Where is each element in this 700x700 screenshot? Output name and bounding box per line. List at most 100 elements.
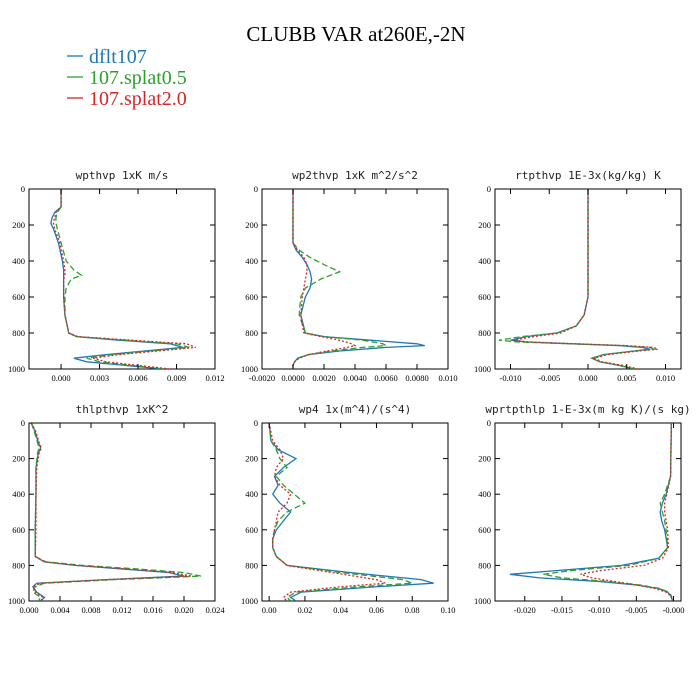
x-tick-label: -0.005	[538, 373, 560, 383]
series-line-107.splat2.0	[268, 423, 386, 601]
x-tick-label: 0.0000	[281, 373, 304, 383]
x-tick-label: -0.005	[625, 605, 647, 615]
series-line-107.splat0.5	[55, 189, 190, 369]
panel-5: wp4 1x(m^4)/(s^4) 0.00 0.02 0.04 0.06 0.08 0.1…	[241, 403, 455, 615]
x-tick-label: 0.020	[174, 605, 193, 615]
figure-title: CLUBB VAR at260E,-2N	[246, 22, 465, 46]
series-line-107.splat2.0	[292, 189, 357, 369]
plot-frame	[261, 422, 449, 602]
legend-label-splat0.5: 107.splat0.5	[89, 67, 187, 89]
panel-title: wp2thvp 1xK m^2/s^2	[292, 169, 418, 182]
x-tick-label: -0.015	[551, 605, 573, 615]
x-tick-label: -0.010	[588, 605, 610, 615]
series-group	[498, 189, 661, 369]
series-line-107.splat2.0	[580, 423, 674, 601]
y-tick-label: 800	[12, 328, 25, 338]
x-tick-label: 0.004	[50, 605, 70, 615]
y-tick-label: 1000	[474, 596, 491, 606]
y-tick-label: 800	[245, 328, 258, 338]
series-line-dflt107	[509, 423, 674, 601]
x-tick-label: 0.02	[297, 605, 312, 615]
y-tick-label: 200	[478, 454, 491, 464]
series-line-dflt107	[268, 423, 434, 601]
y-tick-label: 200	[12, 220, 25, 230]
series-line-107.splat0.5	[498, 189, 657, 369]
series-group	[30, 423, 202, 601]
panel-grid: wpthvp 1xK m/s0.000 0.003 0.006 0.009 0.0120…	[8, 169, 691, 615]
x-tick-label: 0.003	[90, 373, 109, 383]
x-tick-label: 0.010	[656, 373, 675, 383]
y-tick-label: 0	[487, 184, 491, 194]
x-tick-label: 0.10	[441, 605, 456, 615]
y-tick-label: 800	[245, 560, 258, 570]
panel-title: wpthvp 1xK m/s	[76, 169, 169, 182]
y-tick-label: 200	[12, 454, 25, 464]
x-tick-label: 0.012	[112, 605, 131, 615]
y-tick-label: 1000	[8, 364, 25, 374]
y-tick-label: 0	[254, 184, 258, 194]
series-group	[268, 423, 434, 601]
x-tick-label: 0.009	[167, 373, 186, 383]
series-line-107.splat2.0	[514, 189, 661, 369]
y-tick-label: 400	[12, 256, 25, 266]
y-tick-label: 200	[478, 220, 491, 230]
series-line-107.splat0.5	[292, 189, 389, 369]
x-tick-label: 0.00	[262, 605, 277, 615]
panel-title: wprtpthlp 1-E-3x(m kg K)/(s kg)	[485, 403, 690, 416]
y-tick-label: 1000	[8, 596, 25, 606]
x-tick-label: 0.08	[405, 605, 420, 615]
y-tick-label: 400	[12, 489, 25, 499]
series-group	[50, 189, 197, 369]
x-tick-label: -0.010	[500, 373, 522, 383]
x-tick-label: 0.04	[333, 605, 349, 615]
x-tick-label: -0.000	[663, 605, 685, 615]
x-tick-label: 0.0040	[343, 373, 366, 383]
panel-6: wprtpthlp 1-E-3x(m kg K)/(s kg) -0.020 -0.…	[474, 403, 691, 615]
series-group	[509, 423, 674, 601]
x-tick-label: 0.024	[205, 605, 225, 615]
y-tick-label: 400	[245, 256, 258, 266]
series-line-dflt107	[50, 189, 184, 369]
y-tick-label: 1000	[474, 364, 491, 374]
panel-4: thlpthvp 1xK^2 0.000 0.004 0.008 0.012 0.016 0…	[8, 403, 225, 615]
y-tick-label: 1000	[241, 596, 258, 606]
y-tick-label: 600	[12, 292, 25, 302]
series-group	[292, 189, 425, 369]
plot-frame	[28, 422, 216, 602]
series-line-107.splat2.0	[30, 423, 192, 601]
x-tick-label: 0.012	[205, 373, 224, 383]
y-tick-label: 0	[21, 418, 25, 428]
legend-label-splat2.0: 107.splat2.0	[89, 88, 187, 110]
x-tick-label: 0.0060	[374, 373, 397, 383]
plot-frame	[28, 188, 216, 370]
legend-label-dflt107: dflt107	[89, 46, 147, 68]
y-tick-label: 400	[478, 489, 491, 499]
panel-title: rtpthvp 1E-3x(kg/kg) K	[515, 169, 661, 182]
x-tick-label: 0.010	[438, 373, 457, 383]
plot-frame	[494, 422, 682, 602]
y-tick-label: 600	[478, 525, 491, 535]
y-tick-label: 1000	[241, 364, 258, 374]
y-tick-label: 600	[245, 525, 258, 535]
x-tick-label: 0.016	[143, 605, 162, 615]
y-tick-label: 0	[487, 418, 491, 428]
x-tick-label: -0.0020	[249, 373, 275, 383]
series-line-107.splat0.5	[543, 423, 674, 601]
y-tick-label: 800	[478, 560, 491, 570]
y-tick-label: 0	[254, 418, 258, 428]
panel-title: wp4 1x(m^4)/(s^4)	[299, 403, 412, 416]
series-line-dflt107	[30, 423, 185, 601]
panel-1: wpthvp 1xK m/s 0.000 0.003 0.006 0.009 0.012 0…	[8, 169, 225, 383]
y-tick-label: 800	[12, 560, 25, 570]
y-tick-label: 0	[21, 184, 25, 194]
panel-title: thlpthvp 1xK^2	[76, 403, 169, 416]
legend: dflt107 107.splat0.5 107.splat2.0	[67, 46, 187, 110]
x-tick-label: -0.020	[514, 605, 536, 615]
x-tick-label: 0.008	[81, 605, 100, 615]
y-tick-label: 600	[245, 292, 258, 302]
panel-3: rtpthvp 1E-3x(kg/kg) K -0.010 -0.005 0.000 0…	[474, 169, 682, 383]
plot-frame	[261, 188, 449, 370]
y-tick-label: 600	[12, 525, 25, 535]
y-tick-label: 200	[245, 220, 258, 230]
